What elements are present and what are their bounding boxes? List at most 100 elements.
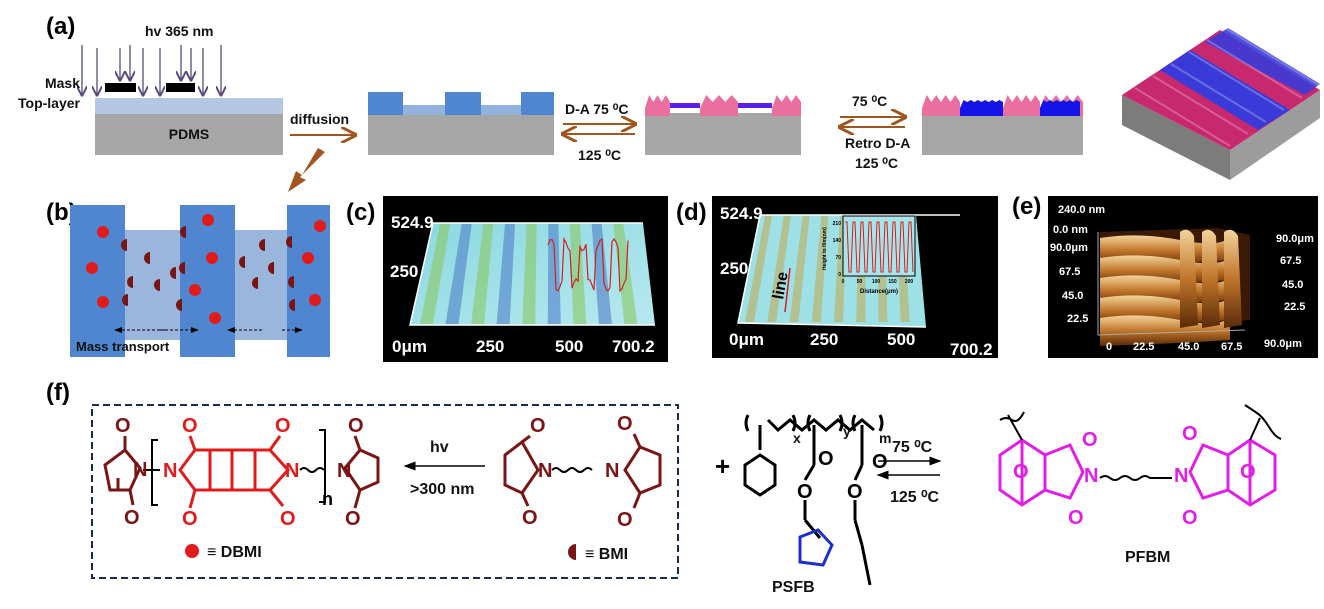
atom-n: N: [1174, 465, 1188, 487]
crosslinked-block: [368, 92, 403, 115]
stripe: [445, 224, 472, 324]
inset-x-tick: 50: [857, 279, 863, 285]
bmi-half: [288, 276, 294, 288]
psfb-structure: [743, 414, 884, 586]
subscript-y: y: [843, 423, 851, 439]
atom-o: O: [847, 481, 863, 503]
atom-o: O: [275, 415, 291, 437]
c-x-tick: 250: [476, 337, 504, 356]
d-x-tick: 500: [887, 330, 915, 349]
c-x-tick: 0μm: [392, 337, 427, 356]
mass-transport-schematic: [70, 205, 330, 357]
inset-x-tick: 150: [888, 279, 897, 285]
zoom-arrow-icon: [288, 148, 325, 192]
atom-o: O: [1240, 461, 1256, 483]
stripe: [767, 216, 791, 322]
e-x-tick: 67.5: [1221, 341, 1242, 353]
panel-c-label: (c): [346, 199, 375, 226]
atom-o: O: [348, 415, 364, 437]
crosslinked-block: [521, 92, 554, 115]
panel-f-label: (f): [46, 379, 70, 406]
c-y-tick: 524.9: [391, 213, 434, 232]
ridge: [1242, 15, 1324, 67]
dbmi-dot: [206, 252, 218, 264]
dbmi-dot: [97, 296, 109, 308]
e-left-tick: 90.0μm: [1050, 242, 1088, 254]
e-x-tick: 45.0: [1178, 341, 1199, 353]
bmi-half: [289, 299, 295, 311]
e-z-bottom: 0.0 nm: [1053, 224, 1088, 236]
bmi-half: [170, 267, 176, 279]
d-x-tick: 250: [810, 330, 838, 349]
e-left-tick: 22.5: [1067, 313, 1088, 325]
mass-transport-label: Mass transport: [76, 339, 170, 354]
bmi-half: [180, 226, 186, 238]
mask-label: Mask: [45, 75, 80, 91]
e-x-tick: 90.0μm: [1264, 338, 1302, 350]
inset-ylabel: Height to film(nm): [822, 227, 828, 270]
atom-n: N: [285, 460, 299, 482]
dbmi-dot: [309, 294, 321, 306]
inset-x-tick: 200: [905, 279, 914, 285]
dbmi-structure: [103, 429, 380, 509]
dbmi-symbol-icon: [185, 544, 199, 558]
pfbm-structure: [998, 438, 1277, 507]
c-x-tick: 700.2: [612, 337, 655, 356]
subscript-x: x: [793, 430, 801, 446]
wrinkle: [1040, 100, 1080, 116]
atom-o: O: [617, 509, 633, 531]
bmi-half: [122, 294, 128, 306]
ridge: [1206, 39, 1303, 99]
c-x-tick: 500: [555, 337, 583, 356]
substrate-patterned: [368, 115, 554, 155]
psfb-label: PSFB: [772, 579, 815, 596]
e-right-tick: 90.0μm: [1276, 233, 1314, 245]
afm-ridge: [1180, 229, 1198, 328]
e-left-tick: 45.0: [1062, 290, 1083, 302]
d-y-tick: 250: [720, 259, 748, 278]
da-reverse-label: 125 ⁰C: [578, 147, 621, 163]
substrate-wrinkled: [922, 113, 1083, 155]
polymer-link: [1244, 404, 1282, 441]
e-x-tick: 22.5: [1133, 341, 1154, 353]
stripe: [789, 216, 810, 322]
bmi-half: [127, 276, 133, 288]
dbmi-dot: [209, 312, 221, 324]
inset-x-tick: 100: [872, 279, 881, 285]
stripe: [811, 216, 829, 322]
wrinkle: [700, 95, 738, 116]
dbmi-dot: [202, 214, 214, 226]
atom-o: O: [522, 507, 538, 529]
atom-o: O: [530, 415, 546, 437]
substrate-wrinkled: [645, 113, 801, 155]
atom-o: O: [115, 415, 131, 437]
atom-o: O: [1082, 429, 1098, 451]
stripe: [745, 216, 772, 322]
retro-da-label: Retro D-A: [845, 135, 910, 151]
ridge: [1170, 63, 1267, 123]
forward-temp-label: 75 ⁰C: [892, 439, 933, 456]
height-profile-line: [547, 236, 629, 293]
bmi-half: [239, 256, 245, 268]
d-x-tick: 0μm: [729, 330, 764, 349]
afm-ridge: [1202, 229, 1220, 328]
wavelength-label: >300 nm: [410, 481, 474, 498]
wrinkle: [960, 100, 1003, 116]
inset-y-tick: 140: [833, 238, 842, 244]
afm-ridge: [1224, 229, 1242, 328]
reverse-temp-label: 125 ⁰C: [890, 489, 940, 506]
e-z-top: 240.0 nm: [1058, 204, 1105, 216]
d-x-tick: 700.2: [950, 340, 993, 359]
d-y-tick: 524.9: [720, 204, 763, 223]
photomask-bar: [166, 83, 195, 92]
ridge: [1224, 27, 1321, 87]
atom-n: N: [133, 459, 147, 481]
bmi-half: [268, 262, 274, 274]
furan-ring: [798, 528, 834, 567]
bmi-half: [121, 239, 127, 251]
inset-y-tick: 210: [833, 221, 842, 227]
ridge: [1260, 3, 1324, 44]
photodimerization-box: [91, 404, 679, 579]
bmi-half: [179, 262, 185, 274]
